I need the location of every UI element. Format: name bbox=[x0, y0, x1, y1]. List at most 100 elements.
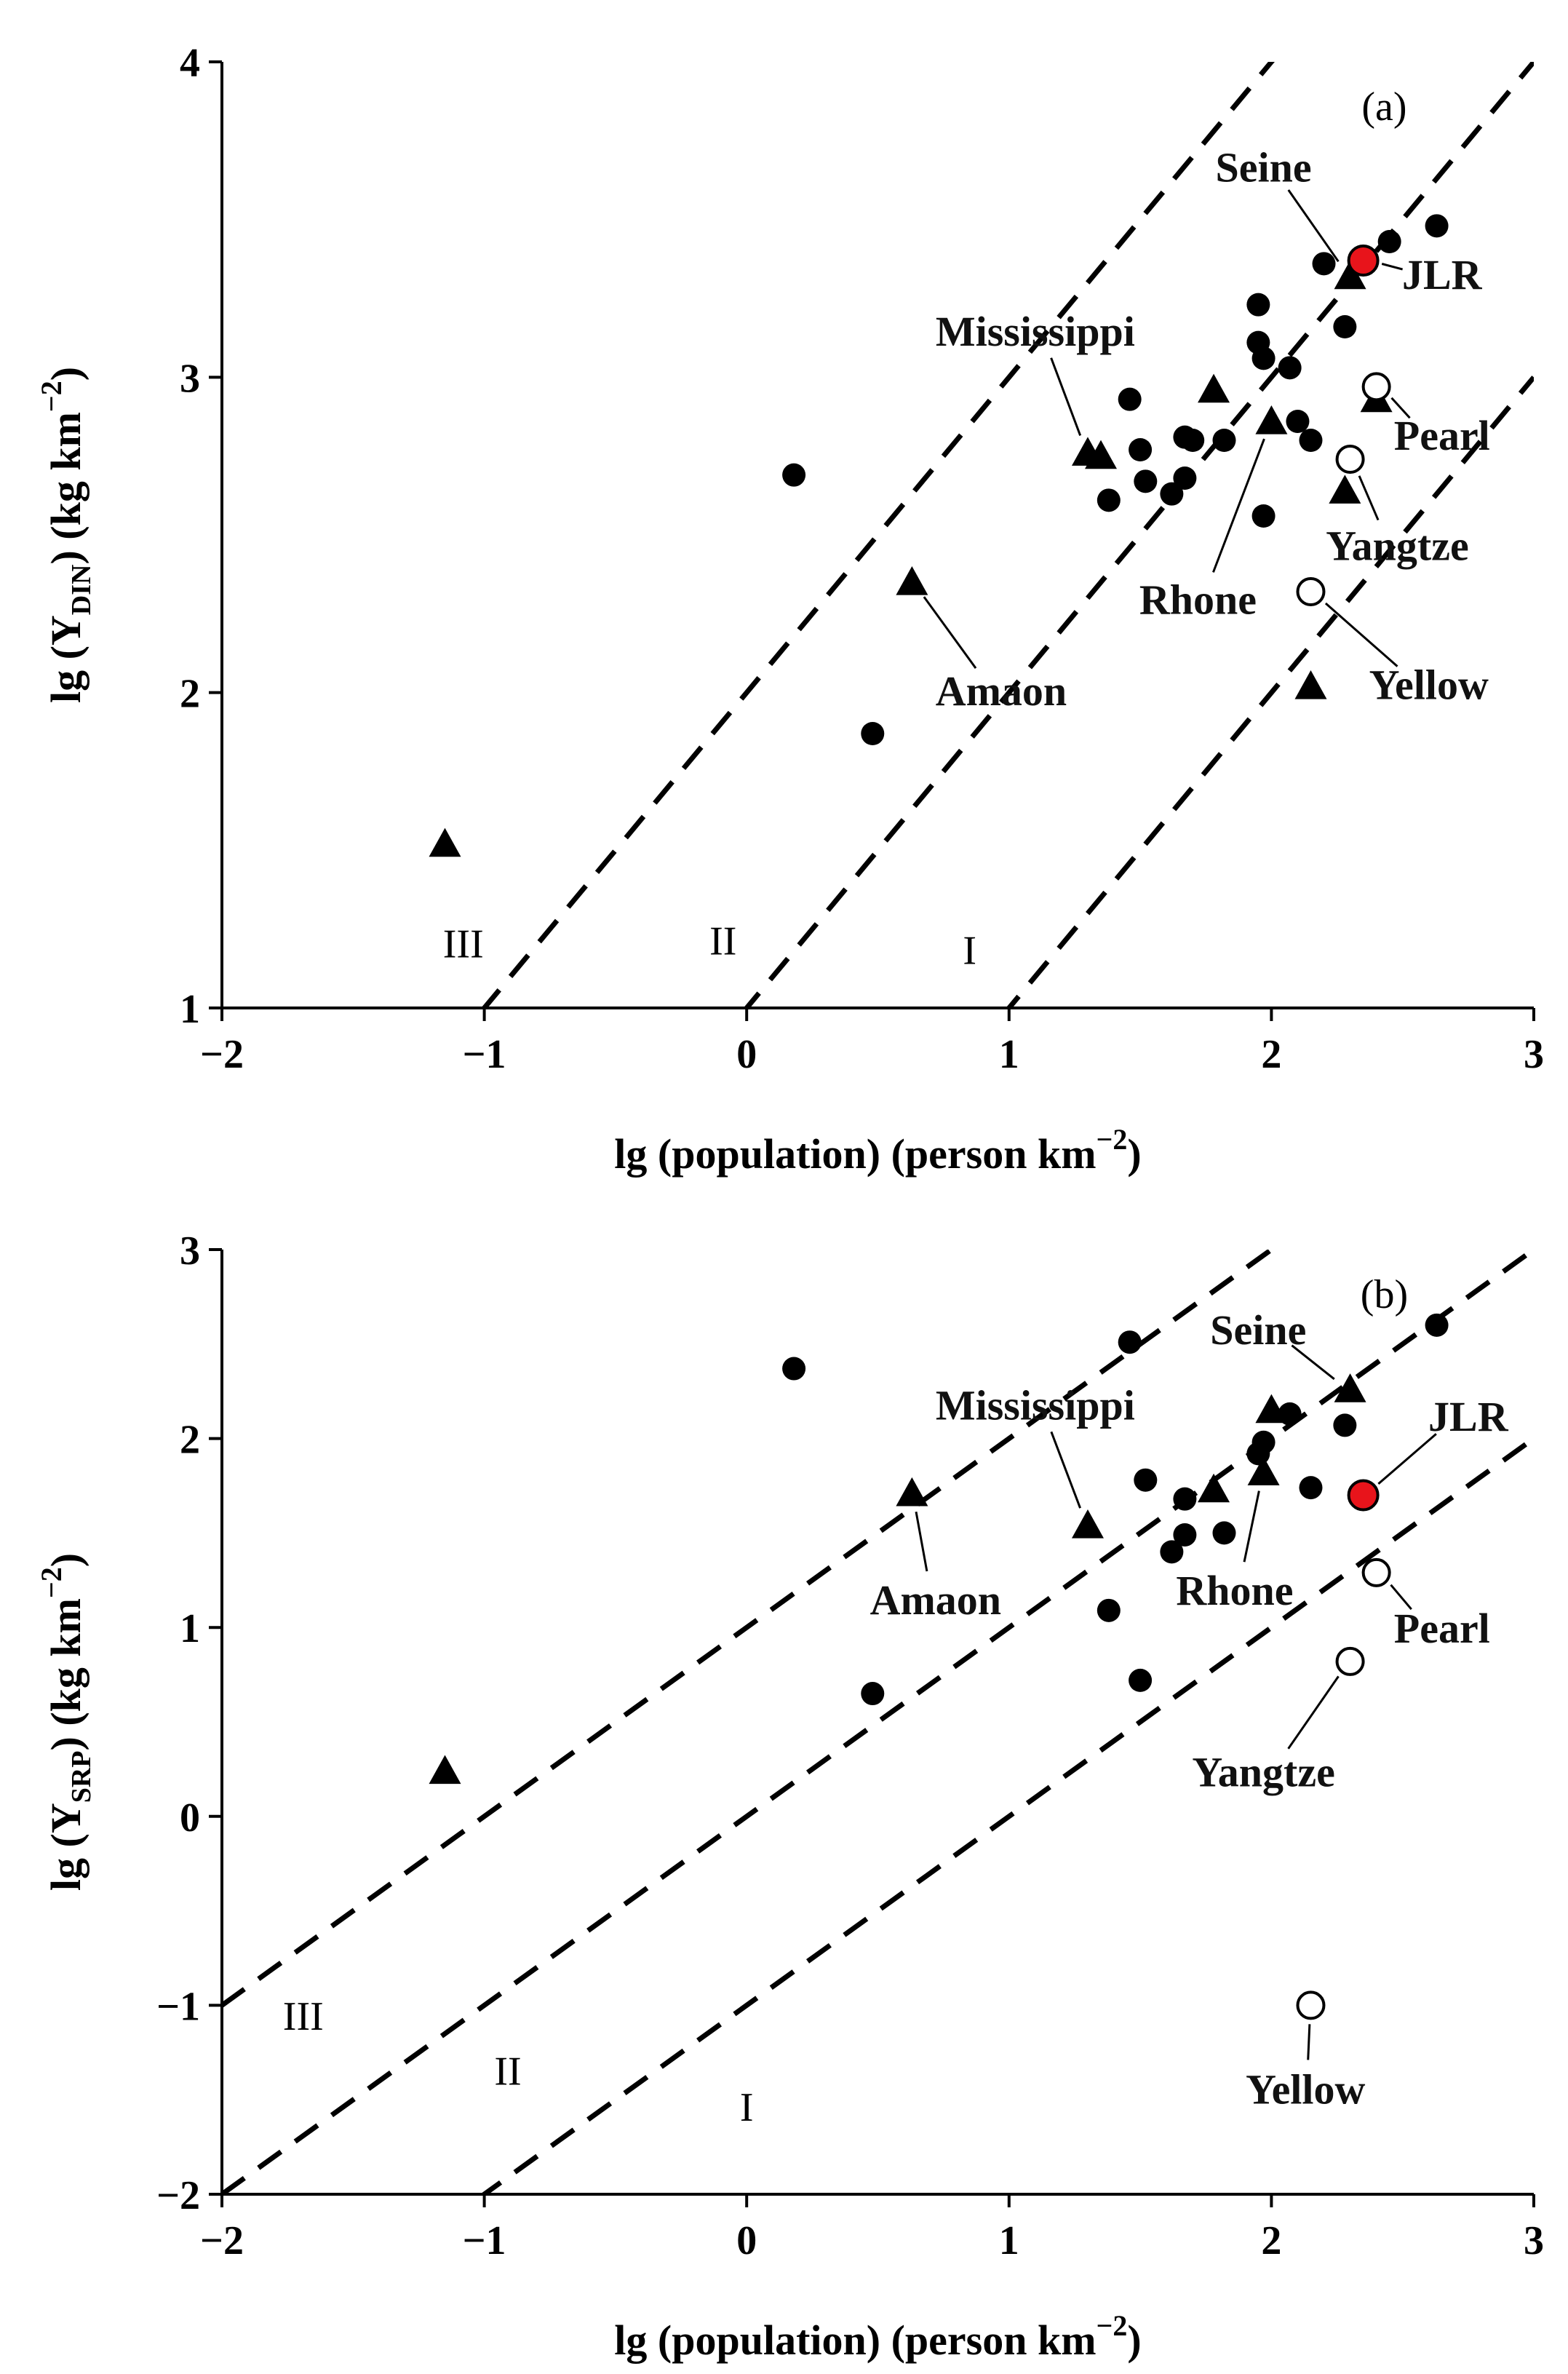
data-point-open-circle bbox=[1335, 445, 1365, 474]
river-label-mississippi: Mississippi bbox=[936, 1382, 1135, 1429]
x-tick-label: −2 bbox=[200, 1032, 244, 1077]
x-tick-label: 3 bbox=[1524, 1032, 1544, 1077]
x-axis-title: lg (population) (person km−2) bbox=[614, 2309, 1141, 2364]
leader-line bbox=[1381, 263, 1404, 271]
panel-tag: (a) bbox=[1361, 84, 1406, 130]
data-point-triangle bbox=[1255, 1394, 1288, 1424]
data-point-circle bbox=[1425, 214, 1449, 238]
river-label-jlr: JLR bbox=[1402, 251, 1483, 298]
data-point-circle bbox=[1173, 467, 1197, 490]
data-point-open-circle bbox=[1296, 1990, 1326, 2020]
data-point-circle bbox=[1251, 1430, 1276, 1454]
river-label-rhone: Rhone bbox=[1176, 1567, 1293, 1614]
y-tick-label: 4 bbox=[180, 41, 200, 86]
data-point-circle bbox=[1299, 1476, 1323, 1500]
data-point-circle bbox=[1097, 488, 1121, 512]
x-tick-label: 0 bbox=[736, 2218, 757, 2263]
y-axis-title: lg (YDIN) (kg km−2) bbox=[35, 367, 97, 703]
y-tick-label: 2 bbox=[180, 1418, 200, 1463]
data-point-circle bbox=[1212, 429, 1236, 452]
data-point-circle bbox=[1118, 387, 1142, 411]
y-axis-title-end: ) bbox=[42, 367, 89, 381]
x-axis-title-sup: −2 bbox=[1097, 1123, 1128, 1156]
data-point-circle bbox=[861, 722, 885, 745]
data-point-circle bbox=[1160, 482, 1184, 506]
reference-lines bbox=[222, 1250, 1534, 2194]
y-axis-title: lg (YSRP) (kg km−2) bbox=[35, 1553, 97, 1891]
river-label-pearl: Pearl bbox=[1394, 1605, 1490, 1652]
x-tick-label: −1 bbox=[463, 2218, 506, 2263]
leader-line bbox=[1390, 1584, 1412, 1611]
y-axis-title-post: ) (kg km bbox=[42, 412, 89, 564]
data-point-open-circle bbox=[1335, 1646, 1365, 1676]
leader-line bbox=[1050, 357, 1082, 436]
river-label-yangtze: Yangtze bbox=[1192, 1748, 1335, 1795]
data-point-jlr bbox=[1347, 245, 1380, 277]
zone-label: II bbox=[494, 2049, 521, 2094]
data-point-triangle bbox=[1085, 440, 1118, 469]
leader-line bbox=[1050, 1431, 1081, 1509]
river-label-amaon: Amaon bbox=[870, 1576, 1001, 1624]
y-axis-title-sup: −2 bbox=[35, 1567, 68, 1598]
leader-line bbox=[915, 1511, 928, 1572]
river-label-rhone: Rhone bbox=[1139, 576, 1257, 623]
panel-a: −2 −1 0 1 2 3 1 2 3 4 lg (population) (person km−2… bbox=[35, 41, 1544, 1178]
data-point-triangle bbox=[896, 566, 928, 595]
data-point-circle bbox=[1129, 438, 1153, 461]
x-tick-label: 1 bbox=[999, 2218, 1019, 2263]
data-point-circle bbox=[1333, 1413, 1357, 1437]
data-point-circle bbox=[1118, 1330, 1142, 1354]
x-axis-title-sup: −2 bbox=[1097, 2309, 1128, 2342]
data-point-circle bbox=[1181, 429, 1205, 452]
zone-label: II bbox=[709, 918, 736, 964]
x-tick-label: 2 bbox=[1261, 1032, 1281, 1077]
data-point-circle bbox=[1251, 346, 1276, 370]
data-point-circle bbox=[1286, 410, 1310, 433]
data-point-triangle bbox=[1334, 1373, 1366, 1402]
leader-line bbox=[1212, 438, 1265, 573]
y-axis-title-end: ) bbox=[42, 1553, 89, 1567]
river-label-mississippi: Mississippi bbox=[936, 308, 1135, 355]
data-point-circle bbox=[1299, 429, 1323, 452]
leader-line bbox=[923, 596, 977, 669]
river-label-seine: Seine bbox=[1216, 144, 1312, 191]
leader-line bbox=[1377, 1433, 1437, 1485]
data-point-jlr bbox=[1347, 1479, 1380, 1512]
leader-line bbox=[1243, 1490, 1260, 1563]
data-point-circle bbox=[1129, 1668, 1153, 1692]
data-point-circle bbox=[1425, 1313, 1449, 1337]
data-point-circle bbox=[1134, 1468, 1158, 1492]
data-point-circle bbox=[1246, 293, 1270, 317]
y-tick-label: 0 bbox=[180, 1795, 200, 1841]
river-label-seine: Seine bbox=[1210, 1306, 1306, 1354]
y-tick-label: −2 bbox=[156, 2173, 200, 2218]
reference-line-ii bbox=[222, 1250, 1534, 2194]
data-point-circle bbox=[1160, 1540, 1184, 1564]
zone-label: I bbox=[740, 2085, 754, 2130]
leader-line bbox=[1291, 1344, 1335, 1381]
data-point-triangle bbox=[1329, 475, 1361, 504]
x-tick-label: 3 bbox=[1524, 2218, 1544, 2263]
data-point-triangle bbox=[1071, 1509, 1104, 1539]
leader-line bbox=[1390, 397, 1411, 419]
zone-label: III bbox=[443, 922, 484, 967]
data-point-triangle bbox=[429, 1755, 461, 1785]
leader-line bbox=[1287, 1675, 1340, 1750]
data-point-circle bbox=[861, 1682, 885, 1706]
y-axis-title-sup: −2 bbox=[35, 381, 68, 412]
data-point-triangle bbox=[1255, 405, 1288, 434]
x-tick-label: 2 bbox=[1261, 2218, 1281, 2263]
data-point-circle bbox=[1333, 315, 1357, 338]
data-point-circle bbox=[1097, 1598, 1121, 1622]
data-point-triangle bbox=[1198, 373, 1230, 403]
y-tick-label: 1 bbox=[180, 1606, 200, 1651]
data-point-open-circle bbox=[1296, 577, 1326, 606]
river-label-amaon: Amaon bbox=[936, 667, 1067, 715]
x-tick-label: 0 bbox=[736, 1032, 757, 1077]
panel-tag: (b) bbox=[1361, 1272, 1408, 1317]
x-tick-label: −1 bbox=[463, 1032, 506, 1077]
river-label-pearl: Pearl bbox=[1394, 412, 1490, 459]
data-point-triangle bbox=[1294, 670, 1327, 699]
data-point-triangle bbox=[429, 827, 461, 857]
